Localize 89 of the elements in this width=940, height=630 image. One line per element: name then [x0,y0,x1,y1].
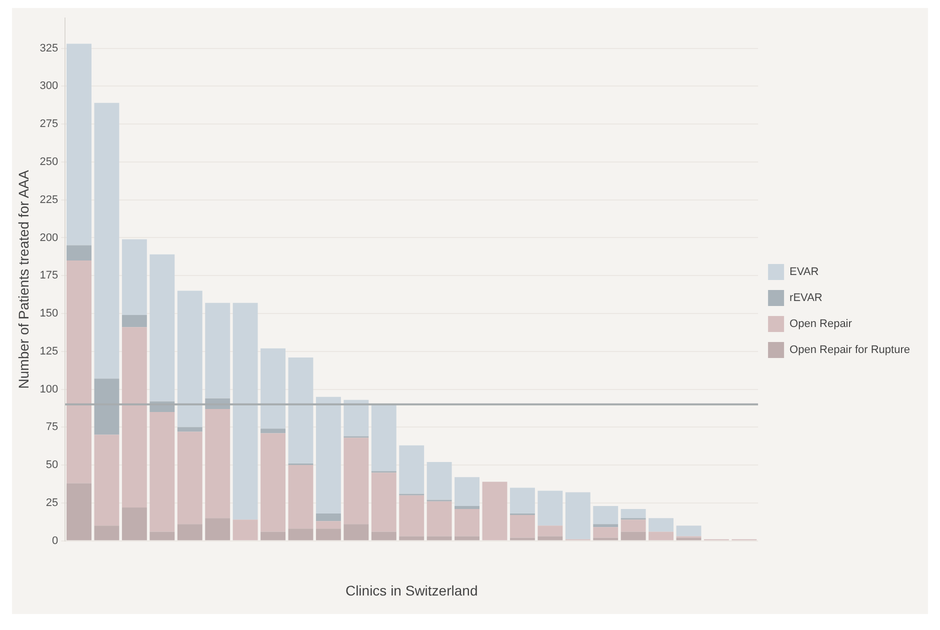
y-tick-label: 300 [40,80,58,92]
y-tick-label: 100 [40,383,58,396]
bar [426,462,452,500]
legend-label: rEVAR [790,292,822,304]
bar [593,506,618,524]
x-axis-title: Clinics in Switzerland [345,582,478,598]
bar [94,434,120,526]
bar [648,532,674,540]
bar [288,528,314,540]
bar [344,400,369,436]
bar [205,518,230,540]
y-tick-label: 75 [46,421,58,434]
bar [66,260,92,484]
bar [593,527,618,538]
bar [538,536,563,540]
bar [177,432,202,524]
bar [620,508,646,518]
bar [122,327,147,508]
bar [260,532,286,540]
bar [316,396,341,514]
bar [399,495,424,536]
y-tick-label: 150 [40,308,58,320]
bar [94,102,120,379]
bar [371,404,396,472]
bar [399,445,424,494]
bar [66,483,92,540]
bar [260,348,286,429]
bar [344,438,369,524]
bar [150,532,175,540]
y-tick-label: 125 [40,345,58,358]
bar [620,520,646,532]
y-tick-label: 225 [40,194,58,206]
bar [288,465,314,529]
bar [232,520,258,540]
bar [648,518,674,532]
bar [66,245,92,260]
bar [232,302,258,520]
bar [205,408,230,518]
bar [510,488,535,514]
bar [288,357,314,464]
bar [593,524,618,528]
bar [426,501,452,536]
y-axis-title: Number of Patients treated for AAA [15,169,32,389]
bar [510,538,535,540]
bar [371,472,396,532]
bar [482,482,508,540]
bar [620,532,646,540]
bar [399,536,424,540]
bar [676,538,702,540]
bar [150,254,175,402]
y-tick-label: 325 [40,42,58,54]
legend-label: EVAR [790,266,819,278]
bar [426,536,452,540]
bar [316,528,341,540]
y-tick-label: 275 [40,118,58,130]
legend-label: Open Repair [790,318,852,330]
bar [510,515,535,538]
bar [454,477,480,506]
bar [177,524,202,540]
bar [94,526,120,540]
y-tick-label: 250 [40,156,58,168]
bar [177,290,202,428]
bar [344,524,369,540]
bar [454,508,480,536]
bar [593,538,618,540]
bar [122,239,147,316]
bar [454,536,480,540]
y-tick-label: 0 [52,534,58,547]
y-tick-label: 25 [46,496,58,509]
bar [122,507,147,540]
bar [122,315,147,328]
bar [205,302,230,398]
bar [66,44,92,246]
bar [260,428,286,434]
legend-label: Open Repair for Rupture [790,344,910,356]
bar [454,506,480,509]
bar [177,427,202,432]
bar [538,490,563,526]
bar [538,526,563,536]
y-tick-label: 175 [40,270,58,282]
bar [316,521,341,529]
y-tick-label: 50 [46,459,58,472]
bar [260,433,286,532]
bar [371,532,396,540]
y-tick-label: 200 [40,232,58,244]
bar [565,492,590,540]
bar [150,412,175,532]
bar [676,526,702,536]
bar [316,514,341,522]
